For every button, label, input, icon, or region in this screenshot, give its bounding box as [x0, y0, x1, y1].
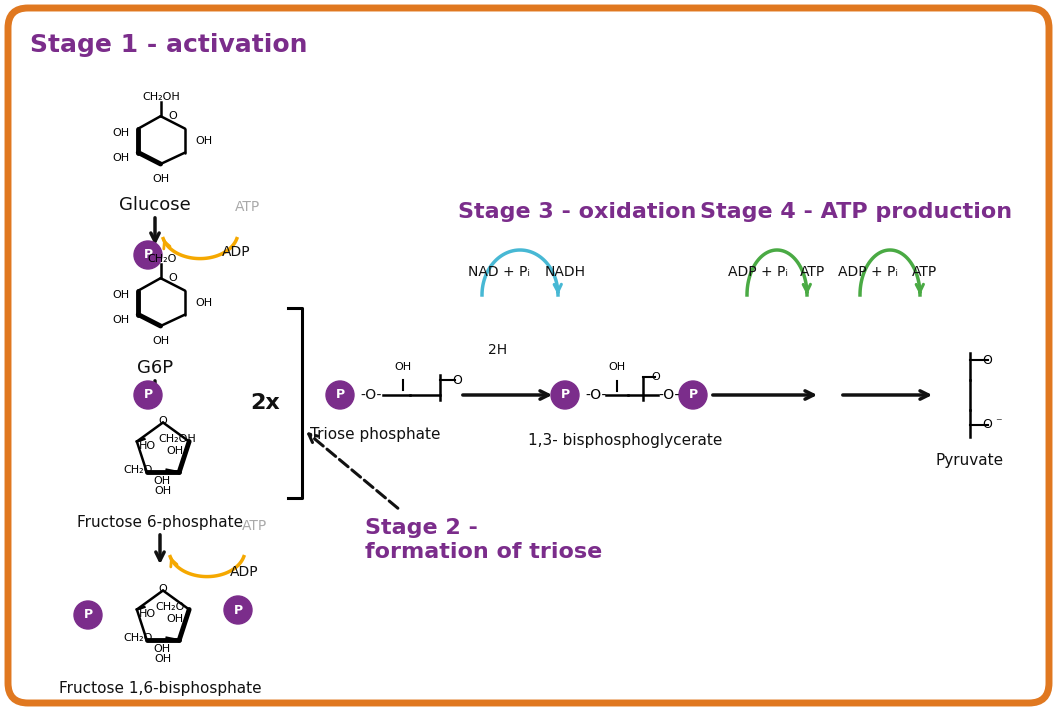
- Circle shape: [224, 596, 252, 624]
- Text: HO: HO: [138, 609, 155, 619]
- Text: Stage 2 -
formation of triose: Stage 2 - formation of triose: [365, 518, 602, 562]
- Circle shape: [134, 381, 162, 409]
- Text: Stage 1 - activation: Stage 1 - activation: [30, 33, 308, 57]
- Circle shape: [551, 381, 579, 409]
- Text: P: P: [84, 609, 93, 621]
- Text: O: O: [159, 584, 167, 594]
- FancyBboxPatch shape: [8, 8, 1049, 703]
- Text: ADP: ADP: [230, 565, 259, 579]
- Text: ATP: ATP: [235, 200, 260, 214]
- Text: P: P: [234, 604, 242, 616]
- Text: O: O: [651, 372, 660, 382]
- Text: CH₂O: CH₂O: [155, 602, 185, 612]
- Text: Stage 4 - ATP production: Stage 4 - ATP production: [700, 202, 1013, 222]
- Text: CH₂OH: CH₂OH: [159, 434, 197, 444]
- Text: OH: OH: [112, 128, 129, 138]
- Text: G6P: G6P: [137, 359, 173, 377]
- Text: Fructose 6-phosphate: Fructose 6-phosphate: [77, 515, 243, 530]
- Text: Pyruvate: Pyruvate: [935, 452, 1004, 468]
- Text: P: P: [144, 249, 152, 262]
- Text: OH: OH: [112, 290, 129, 300]
- Text: ATP: ATP: [912, 265, 938, 279]
- Text: O: O: [159, 416, 167, 426]
- Text: ATP: ATP: [800, 265, 826, 279]
- Circle shape: [326, 381, 354, 409]
- Circle shape: [679, 381, 707, 409]
- Text: Stage 3 - oxidation: Stage 3 - oxidation: [458, 202, 697, 222]
- Text: NADH: NADH: [545, 265, 586, 279]
- Text: P: P: [688, 388, 698, 402]
- Text: OH: OH: [394, 362, 411, 372]
- Text: OH: OH: [167, 446, 184, 456]
- Text: OH: OH: [196, 136, 212, 146]
- Circle shape: [134, 241, 162, 269]
- Text: ADP + Pᵢ: ADP + Pᵢ: [838, 265, 898, 279]
- Text: -O-: -O-: [360, 388, 382, 402]
- Text: 1,3- bisphosphoglycerate: 1,3- bisphosphoglycerate: [527, 432, 722, 447]
- Text: OH: OH: [152, 336, 169, 346]
- Text: ATP: ATP: [242, 519, 267, 533]
- Text: Glucose: Glucose: [119, 196, 191, 214]
- Text: OH: OH: [154, 655, 171, 665]
- Text: OH: OH: [112, 153, 129, 163]
- Text: O: O: [982, 419, 991, 432]
- Text: -O-: -O-: [585, 388, 607, 402]
- Text: ADP + Pᵢ: ADP + Pᵢ: [728, 265, 789, 279]
- Text: P: P: [560, 388, 570, 402]
- Text: CH₂OH: CH₂OH: [143, 92, 181, 102]
- Text: OH: OH: [167, 614, 184, 624]
- Text: Fructose 1,6-bisphosphate: Fructose 1,6-bisphosphate: [59, 680, 261, 695]
- Text: OH: OH: [196, 298, 212, 308]
- Text: Triose phosphate: Triose phosphate: [310, 427, 441, 442]
- Text: P: P: [335, 388, 345, 402]
- Text: 2x: 2x: [251, 393, 280, 413]
- Text: OH: OH: [112, 315, 129, 325]
- Text: O: O: [168, 273, 178, 283]
- Text: ⁻: ⁻: [995, 417, 1002, 429]
- Text: 2H: 2H: [488, 343, 507, 357]
- Text: HO: HO: [138, 441, 155, 451]
- Text: CH₂O: CH₂O: [124, 465, 152, 475]
- Text: CH₂O: CH₂O: [124, 633, 152, 643]
- Text: O: O: [452, 373, 462, 387]
- Text: OH: OH: [153, 644, 170, 654]
- Text: ADP: ADP: [222, 245, 251, 259]
- Text: OH: OH: [154, 486, 171, 496]
- Text: OH: OH: [153, 476, 170, 486]
- Text: -O-: -O-: [659, 388, 680, 402]
- Text: P: P: [144, 388, 152, 402]
- Text: OH: OH: [609, 362, 626, 372]
- Text: O: O: [168, 111, 178, 121]
- Text: CH₂O: CH₂O: [147, 255, 177, 264]
- Circle shape: [74, 601, 101, 629]
- Text: OH: OH: [152, 173, 169, 183]
- Text: NAD + Pᵢ: NAD + Pᵢ: [468, 265, 530, 279]
- Text: O: O: [982, 353, 991, 366]
